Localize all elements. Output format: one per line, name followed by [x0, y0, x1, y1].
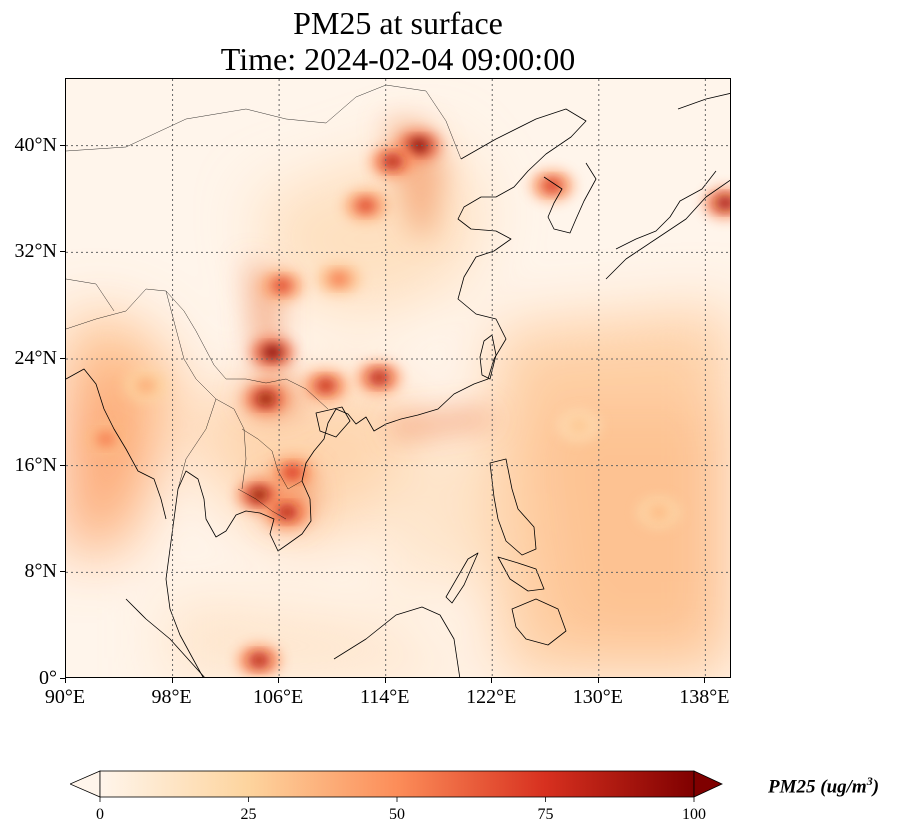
hainan-coastline: [315, 406, 351, 438]
longitude-tick-mark: [278, 678, 280, 683]
latitude-tick-label: 16°N: [14, 453, 57, 476]
pm25-hotspot-core: [255, 392, 276, 406]
asia-mainland-coastline: [165, 108, 587, 677]
pm25-hotspot: [250, 336, 295, 369]
latitude-tick-mark: [60, 464, 65, 466]
kyushu-coastline: [615, 170, 717, 250]
borneo-coastline: [333, 606, 461, 677]
longitude-tick-mark: [704, 678, 706, 683]
colorbar-tick-label: 50: [389, 806, 405, 823]
longitude-tick-mark: [171, 678, 173, 683]
latitude-tick-mark: [60, 144, 65, 146]
pm25-hotspot: [237, 644, 282, 677]
pm25-hotspot-core: [249, 653, 270, 668]
longitude-tick-label: 122°E: [466, 686, 517, 708]
pm25-hotspot: [259, 269, 304, 302]
korea-coastline: [543, 162, 597, 234]
longitude-tick-label: 138°E: [679, 686, 730, 708]
pm25-hotspot: [317, 263, 362, 295]
pm25-hotspot: [530, 169, 575, 202]
colorbar-label-superscript: 3: [866, 774, 873, 788]
latitude-tick-mark: [60, 678, 65, 679]
pm25-background-field: [66, 139, 730, 677]
colorbar-tick-label: 0: [96, 806, 104, 823]
sumatra-coastline: [125, 598, 205, 677]
longitude-tick-label: 90°E: [44, 686, 86, 708]
pm25-hotspot: [265, 496, 310, 529]
pm25-hotspot-core: [408, 138, 429, 153]
national-borders: [66, 84, 462, 520]
pm25-hotspot-core: [249, 488, 270, 502]
colorbar-gradient: [99, 770, 695, 798]
colorbar-tick-label: 75: [537, 806, 554, 823]
colorbar-tick-label: 100: [682, 806, 706, 823]
colorbar-tick-label: 25: [240, 806, 257, 823]
pm25-hotspot-core: [315, 378, 336, 393]
pm25-hotspot-core: [262, 345, 283, 360]
pm25-hotspot-core: [568, 418, 589, 433]
colorbar-extend-min: [70, 770, 101, 798]
pm25-hotspot-core: [542, 178, 563, 193]
longitude-tick-label: 106°E: [253, 686, 304, 708]
latitude-tick-label: 40°N: [14, 133, 57, 156]
japan-coastline: [605, 179, 730, 280]
map-panel: [65, 78, 731, 678]
colorbar-label-close: ): [872, 776, 880, 798]
latitude-tick-label: 0°: [39, 667, 57, 689]
longitude-tick-mark: [491, 678, 493, 683]
taiwan-coastline: [479, 334, 497, 380]
pm25-hotspot-core: [277, 505, 298, 520]
luzon-coastline: [489, 458, 537, 556]
pm25-hotspot-core: [355, 198, 376, 213]
latitude-tick-mark: [60, 251, 65, 253]
longitude-tick-mark: [384, 678, 386, 683]
pm25-hotspot-core: [135, 378, 156, 393]
latitude-tick-mark: [60, 358, 65, 359]
bay-of-bengal-coastline: [66, 368, 167, 520]
latitude-tick-label: 8°N: [24, 560, 57, 583]
colorbar-tick-marks: [99, 797, 695, 802]
hokkaido-coastline: [677, 93, 730, 110]
pm25-hotspot-core: [95, 432, 116, 446]
pm25-hotspot-core: [648, 505, 669, 520]
pm25-hotspot: [270, 456, 315, 489]
pm25-hotspot: [556, 409, 601, 442]
pm25-hotspot: [303, 369, 348, 402]
colorbar-label: PM25 (ug/m3): [768, 774, 879, 798]
pm25-hotspot: [703, 187, 730, 219]
pm25-hotspot: [636, 496, 681, 529]
palawan-coastline: [445, 552, 479, 604]
colorbar: [70, 770, 723, 802]
pm25-hotspot-core: [271, 278, 292, 293]
latitude-tick-label: 24°N: [14, 347, 57, 369]
latitude-tick-mark: [60, 571, 65, 573]
visayas-coastline: [497, 556, 545, 592]
pm25-hotspot: [370, 145, 415, 178]
pm25-hotspot: [123, 369, 168, 402]
colorbar-extend-max: [693, 770, 723, 798]
longitude-tick-mark: [65, 678, 66, 683]
pm25-hotspot: [243, 383, 288, 415]
longitude-tick-label: 114°E: [359, 686, 410, 708]
pm25-hotspot: [357, 361, 402, 394]
pm25-hotspot-core: [282, 465, 303, 480]
map-title-line2: Time: 2024-02-04 09:00:00: [220, 41, 576, 77]
map-canvas: [66, 79, 730, 677]
map-title-line1: PM25 at surface: [293, 5, 503, 41]
longitude-tick-label: 98°E: [151, 686, 192, 708]
longitude-tick-mark: [597, 678, 599, 683]
map-gridlines: [66, 79, 730, 677]
latitude-tick-label: 32°N: [14, 240, 57, 263]
pm25-hotspot-core: [715, 196, 730, 210]
pm25-hotspot-core: [369, 370, 390, 385]
pm25-hotspot-core: [382, 154, 403, 169]
mindanao-coastline: [511, 598, 567, 646]
colorbar-label-text: PM25 (ug/m: [768, 776, 867, 798]
pm25-hotspot: [83, 423, 128, 455]
pm25-hotspot-core: [329, 272, 350, 286]
pm25-hotspots: [83, 129, 730, 677]
pm25-hotspot: [343, 189, 388, 222]
longitude-tick-label: 130°E: [572, 686, 623, 708]
